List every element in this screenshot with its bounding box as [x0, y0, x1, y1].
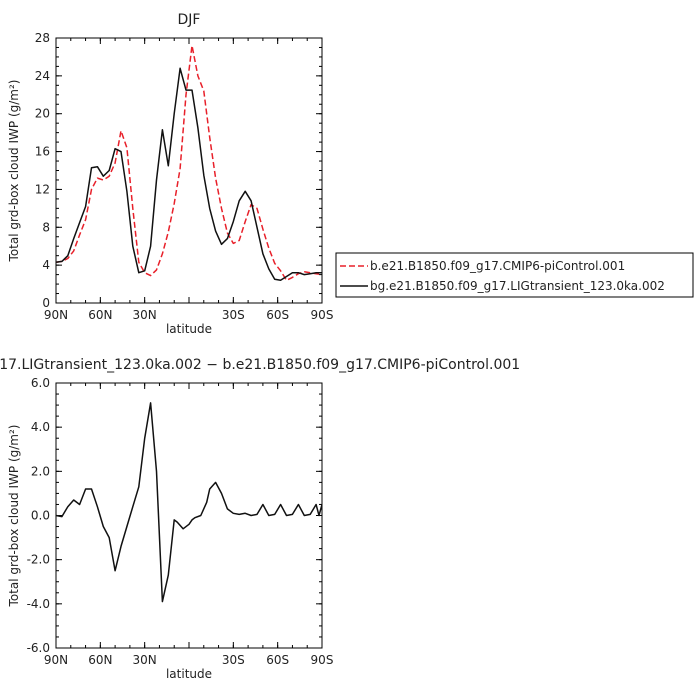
chart-title: bg.e21.B1850.f09_g17.LIGtransient_123.0k… — [0, 357, 520, 373]
y-tick-label: 16 — [35, 145, 50, 159]
y-tick-label: 12 — [35, 182, 50, 196]
legend-entry-2: bg.e21.B1850.f09_g17.LIGtransient_123.0k… — [370, 279, 665, 293]
series-line-1 — [56, 402, 322, 603]
series-line-2 — [56, 67, 322, 282]
x-tick-label: 60N — [88, 653, 112, 667]
y-tick-label: 24 — [35, 69, 50, 83]
panel-bottom: bg.e21.B1850.f09_g17.LIGtransient_123.0k… — [0, 357, 520, 681]
chart-title: DJF — [178, 12, 201, 28]
x-tick-label: 30S — [222, 308, 245, 322]
legend-entry-1: b.e21.B1850.f09_g17.CMIP6-piControl.001 — [370, 259, 625, 273]
y-tick-label: 8 — [42, 220, 50, 234]
series-group — [56, 402, 322, 603]
x-tick-label: 30N — [133, 308, 157, 322]
y-tick-label: 6.0 — [31, 376, 50, 390]
x-tick-label: 30S — [222, 653, 245, 667]
plot-frame — [55, 382, 323, 649]
y-tick-label: -2.0 — [27, 553, 50, 567]
y-tick-label: 28 — [35, 31, 50, 45]
x-tick-label: 60N — [88, 308, 112, 322]
x-tick-label: 90S — [311, 308, 334, 322]
y-tick-label: 4 — [42, 258, 50, 272]
legend: b.e21.B1850.f09_g17.CMIP6-piControl.001b… — [335, 252, 694, 298]
series-line-1 — [56, 44, 322, 282]
y-tick-label: 20 — [35, 107, 50, 121]
y-tick-label: -4.0 — [27, 597, 50, 611]
y-tick-label: 4.0 — [31, 420, 50, 434]
x-tick-label: 90N — [44, 308, 68, 322]
x-tick-label: 60S — [266, 308, 289, 322]
x-tick-label: 90S — [311, 653, 334, 667]
y-tick-label: 0.0 — [31, 509, 50, 523]
panel-top: DJF 90N 60N 30N 30S 60S 90S latitude 0 4 8 12 16 20 24… — [7, 12, 333, 336]
y-axis-label: Total grd-box cloud IWP (g/m²) — [7, 425, 21, 608]
x-tick-label: 60S — [266, 653, 289, 667]
x-axis-label: latitude — [166, 667, 212, 681]
x-tick-label: 30N — [133, 653, 157, 667]
plot-frame — [55, 37, 323, 304]
y-axis-label: Total grd-box cloud IWP (g/m²) — [7, 80, 21, 263]
y-tick-label: -6.0 — [27, 641, 50, 655]
legend-box — [335, 252, 694, 298]
x-tick-label: 90N — [44, 653, 68, 667]
series-group — [56, 44, 322, 282]
x-axis-label: latitude — [166, 322, 212, 336]
y-tick-label: 0 — [42, 296, 50, 310]
y-tick-label: 2.0 — [31, 464, 50, 478]
